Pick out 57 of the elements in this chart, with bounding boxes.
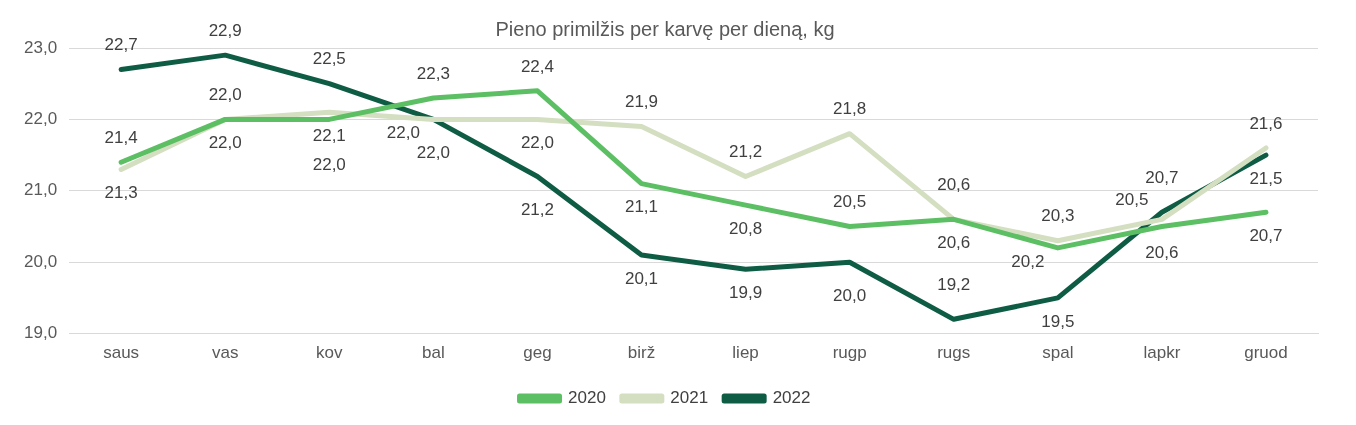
data-label: 22,0 <box>416 143 450 163</box>
data-label: 22,4 <box>520 56 554 76</box>
legend-label: 2021 <box>670 388 709 408</box>
data-label: 22,3 <box>416 63 450 83</box>
chart-title: Pieno primilžis per karvę per dieną, kg <box>495 17 835 40</box>
y-tick-label: 20,0 <box>23 251 58 271</box>
legend-label: 2020 <box>568 388 606 408</box>
data-label: 21,4 <box>104 127 138 147</box>
data-label: 19,2 <box>937 275 971 295</box>
data-label: 20,8 <box>729 218 763 238</box>
data-label: 22,7 <box>104 35 138 55</box>
data-label: 21,2 <box>729 142 763 162</box>
data-label: 20,2 <box>1011 251 1045 271</box>
data-label: 20,0 <box>833 285 867 305</box>
data-label: 19,5 <box>1041 311 1075 331</box>
data-label: 21,5 <box>1249 168 1283 188</box>
data-label: 20,6 <box>937 233 971 253</box>
data-label: 22,0 <box>312 155 346 175</box>
x-tick-label: rugp <box>832 343 867 363</box>
x-tick-label: spal <box>1042 343 1074 363</box>
data-label: 21,6 <box>1249 113 1283 133</box>
y-tick-label: 19,0 <box>23 323 58 343</box>
data-label: 20,5 <box>1115 190 1149 210</box>
data-label: 22,1 <box>312 125 346 145</box>
x-tick-label: geg <box>523 343 552 363</box>
data-label: 22,5 <box>312 49 346 69</box>
x-tick-label: lapkr <box>1143 343 1181 363</box>
y-tick-label: 23,0 <box>23 37 58 57</box>
data-label: 20,7 <box>1249 225 1283 245</box>
data-label: 22,0 <box>208 85 242 105</box>
y-tick-label: 22,0 <box>23 109 58 129</box>
data-label: 20,6 <box>1145 243 1179 263</box>
data-label: 20,3 <box>1041 206 1075 226</box>
legend-label: 2022 <box>772 388 811 408</box>
data-label: 22,0 <box>520 133 554 153</box>
x-tick-label: saus <box>103 343 140 363</box>
data-label: 21,3 <box>104 183 138 203</box>
data-label: 22,9 <box>208 20 242 40</box>
x-tick-label: gruod <box>1244 343 1288 363</box>
data-label: 20,7 <box>1145 167 1179 187</box>
x-tick-label: liep <box>732 343 759 363</box>
data-label: 21,8 <box>833 99 867 119</box>
x-tick-label: bal <box>422 343 445 363</box>
data-label: 22,0 <box>208 133 242 153</box>
data-label: 21,1 <box>624 197 659 217</box>
x-tick-label: vas <box>211 343 239 363</box>
data-label: 20,5 <box>833 192 867 212</box>
data-label: 19,9 <box>729 283 763 303</box>
x-tick-label: rugs <box>937 343 971 363</box>
data-label: 21,2 <box>520 200 554 220</box>
data-label: 21,9 <box>624 92 659 112</box>
y-tick-label: 21,0 <box>23 180 58 200</box>
data-label: 20,6 <box>937 175 971 195</box>
x-tick-label: birž <box>627 343 656 363</box>
data-label: 22,0 <box>386 123 420 143</box>
data-label: 20,1 <box>624 268 659 288</box>
x-tick-label: kov <box>316 343 343 363</box>
